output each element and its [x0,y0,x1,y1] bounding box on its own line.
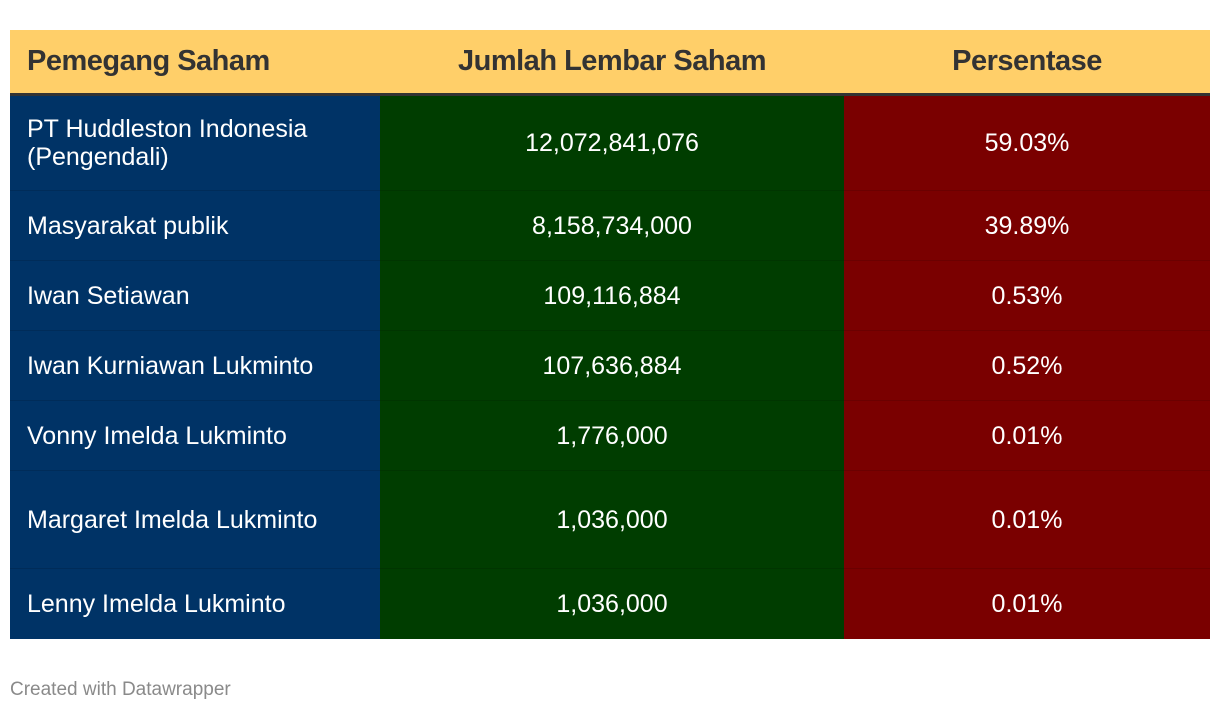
cell-shareholder-name: PT Huddleston Indonesia (Pengendali) [10,94,380,191]
cell-share-count: 1,036,000 [380,568,844,639]
cell-share-count: 12,072,841,076 [380,94,844,191]
table-row: Vonny Imelda Lukminto 1,776,000 0.01% [10,400,1210,471]
cell-share-count: 109,116,884 [380,260,844,331]
header-row: Pemegang Saham Jumlah Lembar Saham Perse… [10,30,1210,96]
cell-percentage: 0.01% [844,568,1210,639]
cell-percentage: 39.89% [844,190,1210,261]
cell-shareholder-name: Iwan Kurniawan Lukminto [10,330,380,401]
cell-shareholder-name: Lenny Imelda Lukminto [10,568,380,639]
datawrapper-credit: Created with Datawrapper [10,679,231,700]
header-share-count: Jumlah Lembar Saham [380,30,844,96]
cell-share-count: 8,158,734,000 [380,190,844,261]
shareholder-table-container: Pemegang Saham Jumlah Lembar Saham Perse… [10,30,1210,639]
table-row: PT Huddleston Indonesia (Pengendali) 12,0… [10,94,1210,191]
cell-share-count: 1,036,000 [380,470,844,569]
header-percentage: Persentase [844,30,1210,96]
cell-share-count: 107,636,884 [380,330,844,401]
table-row: Margaret Imelda Lukminto 1,036,000 0.01% [10,470,1210,569]
cell-share-count: 1,776,000 [380,400,844,471]
cell-shareholder-name: Iwan Setiawan [10,260,380,331]
cell-percentage: 0.53% [844,260,1210,331]
cell-percentage: 0.52% [844,330,1210,401]
table-row: Iwan Setiawan 109,116,884 0.53% [10,260,1210,331]
table-row: Lenny Imelda Lukminto 1,036,000 0.01% [10,568,1210,639]
cell-percentage: 0.01% [844,470,1210,569]
cell-shareholder-name: Margaret Imelda Lukminto [10,470,380,569]
cell-percentage: 59.03% [844,94,1210,191]
cell-shareholder-name: Vonny Imelda Lukminto [10,400,380,471]
shareholder-table: Pemegang Saham Jumlah Lembar Saham Perse… [10,30,1210,639]
table-body: PT Huddleston Indonesia (Pengendali) 12,0… [10,94,1210,639]
table-header: Pemegang Saham Jumlah Lembar Saham Perse… [10,30,1210,96]
cell-shareholder-name: Masyarakat publik [10,190,380,261]
table-row: Iwan Kurniawan Lukminto 107,636,884 0.52% [10,330,1210,401]
cell-percentage: 0.01% [844,400,1210,471]
header-shareholder: Pemegang Saham [10,30,380,96]
table-row: Masyarakat publik 8,158,734,000 39.89% [10,190,1210,261]
